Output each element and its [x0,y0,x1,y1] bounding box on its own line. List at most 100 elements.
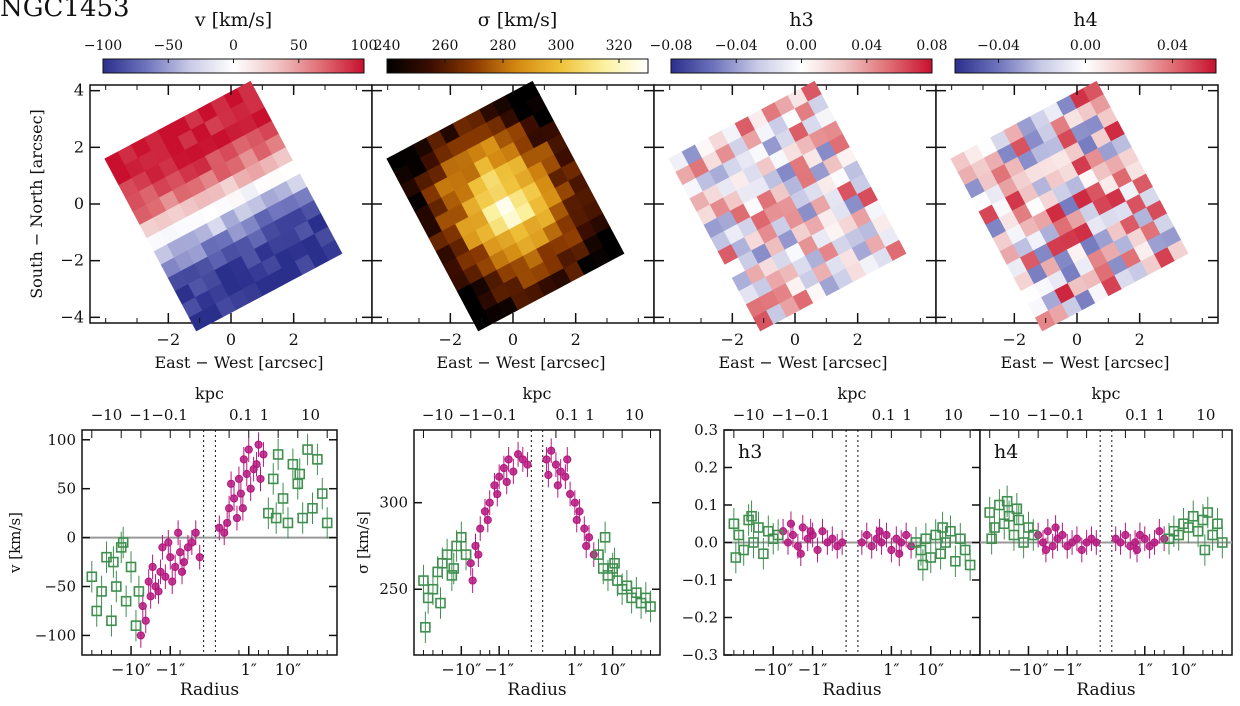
data-point [474,550,483,559]
map-bin [761,135,784,157]
map-bin [771,249,793,271]
data-point [875,527,884,536]
data-point [609,557,620,569]
data-point [917,559,929,571]
map-bin [729,169,751,192]
map-bin [822,154,844,176]
top-axis-label: kpc [838,384,867,403]
map-bin [576,253,598,276]
map-bin [984,184,1006,206]
map-bin [492,94,514,117]
data-point [788,530,798,540]
colorbar-tick-label: 280 [490,38,517,54]
profile-ytick-label: −0.3 [682,646,718,664]
map-bin [1101,275,1123,297]
data-point [267,473,279,485]
top-tick-label: −10 [733,406,765,424]
map-bin [795,134,817,156]
data-point [882,530,891,540]
colorbar-tick-label: 260 [432,38,459,54]
map-bin [139,217,161,239]
map-bin [118,177,140,199]
data-point [1092,538,1101,547]
map-bin [546,133,569,155]
profile-ytick-label: −0.1 [682,571,718,589]
data-point [480,507,490,516]
data-point [495,472,504,481]
map-bin [501,208,523,230]
data-point [920,533,932,545]
map-bin [555,214,577,236]
data-point [1058,530,1067,540]
map-bin [779,296,801,318]
series-outer [984,485,1228,566]
map-bin [1051,182,1073,204]
map-bin [1092,194,1114,216]
data-point [136,631,145,640]
map-bin [752,276,774,298]
map-bin [737,250,760,272]
bottom-tick-label: 10″ [918,660,944,679]
map-bin [1050,115,1072,137]
data-point [418,575,429,586]
map-bin [159,223,181,245]
data-point [171,562,180,572]
profile-xlabel: Radius [822,680,881,700]
map-bin [183,109,205,131]
map-bin [454,183,476,205]
map-bin [159,190,181,212]
panel-label: h3 [738,441,762,463]
map-bin [198,169,220,191]
map-xtick-label: −2 [439,330,463,349]
map-bin [473,155,495,177]
map-bin [1087,248,1109,270]
map-bin [950,151,972,173]
map-bin [480,169,502,191]
map-bin [482,236,504,258]
map-bin [1069,87,1091,110]
map-bin [778,262,800,284]
profile-ytick-label: 100 [47,431,76,449]
colorbar-tick-label: −50 [153,38,183,54]
bottom-tick-label: −10″ [441,660,481,679]
data-point [91,605,103,617]
map-bin [1037,155,1059,177]
map-bin [865,233,887,255]
colorbar-title: v [km/s] [194,9,272,31]
data-point [1013,514,1025,526]
map-bin [1012,236,1035,259]
map-bin [701,150,724,172]
map-bin [460,162,482,184]
map-bin [1119,214,1141,236]
map-bin [761,102,783,124]
map-bin [173,216,195,238]
bottom-tick-label: −1″ [798,660,828,679]
map-bin [755,155,777,177]
data-point [1140,534,1149,543]
map-bin [998,210,1020,232]
map-bin [997,143,1019,165]
top-tick-label: −1−0.1 [1026,406,1085,424]
map-bin [474,189,496,211]
map-bin [479,135,502,157]
map-bin [1011,169,1033,192]
map-bin [171,149,193,171]
map-bin [1160,226,1182,248]
map-xlabel: East − West [arcsec] [154,353,323,372]
data-point [448,563,460,574]
map-bin [225,155,247,177]
map-bin [448,236,471,259]
map-bin [532,107,555,129]
map-bin [844,227,866,249]
map-bin [963,144,985,166]
data-point [483,515,492,525]
data-point [806,527,815,536]
map-bin [496,262,518,284]
map-bin [241,282,263,304]
map-bin [575,186,597,208]
map-bin [219,208,241,230]
data-point [166,553,175,562]
map-bin [1099,207,1121,230]
map-bin [522,215,544,237]
map-xtick-label: 0 [1072,330,1082,349]
